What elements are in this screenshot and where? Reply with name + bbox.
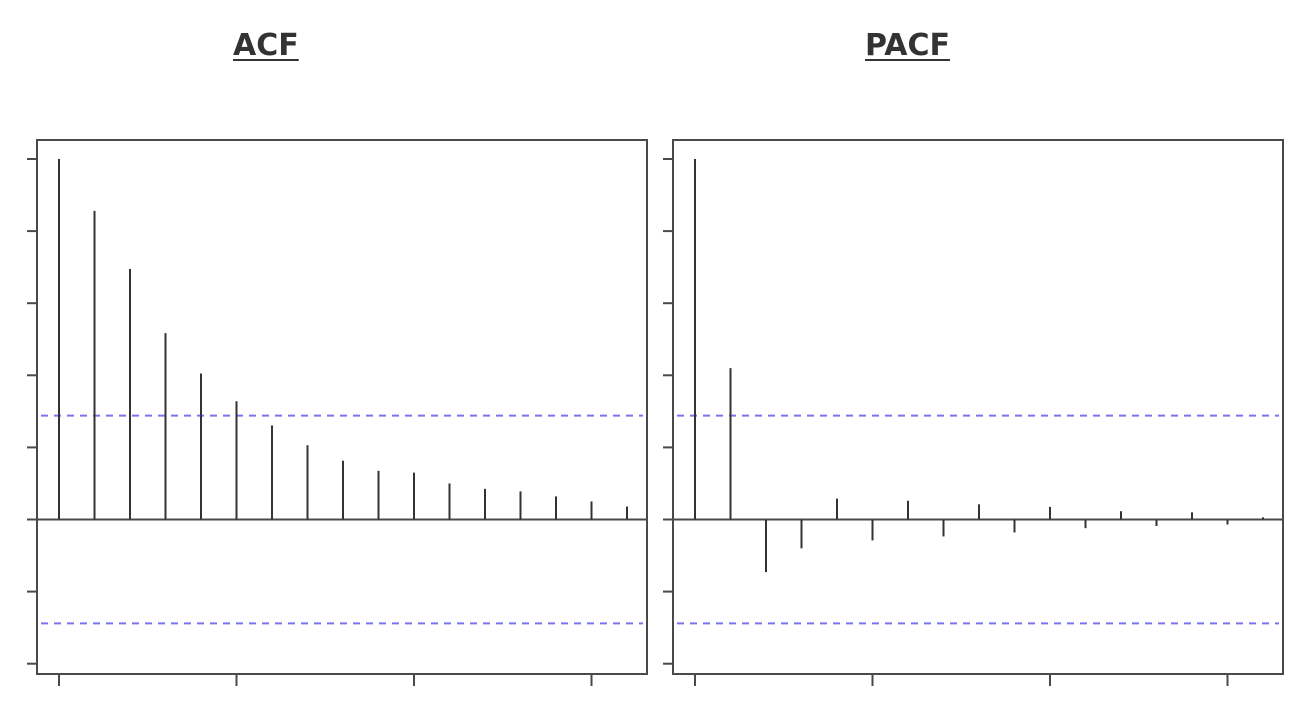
acf-plot-frame — [36, 139, 648, 675]
pacf-plot-frame — [672, 139, 1284, 675]
pacf-title: PACF — [865, 28, 950, 63]
acf-title: ACF — [233, 28, 299, 63]
